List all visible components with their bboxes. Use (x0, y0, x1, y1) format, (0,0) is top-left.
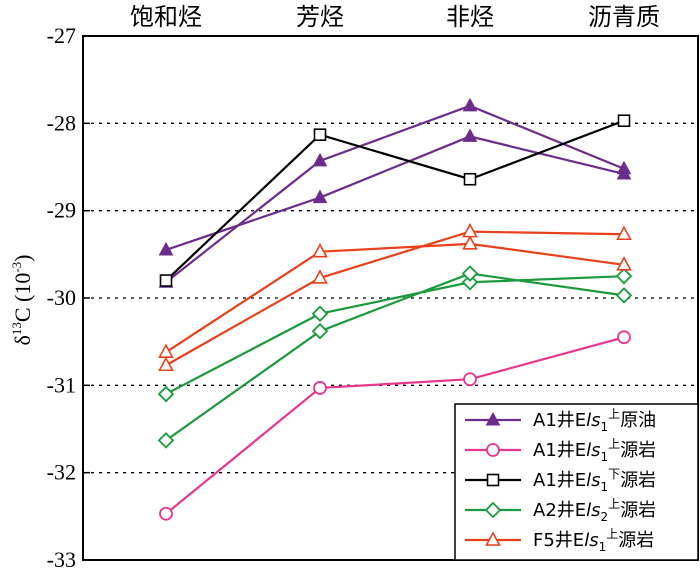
series-line (165, 135, 625, 252)
data-point (462, 235, 478, 250)
data-point (158, 343, 174, 358)
series-line (165, 242, 625, 354)
y-tick-label: -33 (47, 547, 76, 572)
data-point (157, 432, 175, 449)
category-label: 沥青质 (588, 3, 660, 31)
data-point (462, 222, 478, 238)
y-tick-label: -29 (47, 198, 76, 223)
data-point (312, 269, 328, 284)
series-group (159, 114, 631, 287)
data-point (312, 152, 328, 167)
series-group (158, 222, 632, 372)
legend-label: A1井Els1上原油 (533, 407, 656, 434)
data-point (461, 265, 479, 282)
data-point (616, 256, 632, 271)
data-point (157, 385, 175, 403)
data-point (313, 128, 327, 141)
data-point (311, 305, 329, 322)
data-point (617, 114, 631, 128)
legend-label: A1井Els1上源岩 (533, 437, 656, 464)
data-point (463, 372, 477, 387)
series-line (165, 336, 625, 515)
series-layer (157, 97, 633, 521)
y-tick-label: -30 (47, 285, 76, 310)
data-point (462, 97, 478, 112)
category-label: 饱和烃 (130, 3, 202, 31)
legend-label: A2井Els2上源岩 (533, 497, 656, 524)
y-tick-label: -31 (47, 372, 76, 397)
data-point (616, 160, 632, 175)
series-group (159, 330, 631, 521)
y-axis-label: δ13C (10-3) (9, 254, 35, 345)
data-point (158, 356, 174, 372)
data-point (485, 531, 501, 546)
y-axis-ticks: -27 -28 -29 -30 -31 -32 -33 (47, 23, 90, 572)
legend: A1井Els1上原油 A1井Els1上源岩 A1井Els1下源岩 A2井Els2上源岩… (454, 403, 699, 561)
y-tick-label: -32 (47, 460, 76, 485)
category-labels: 饱和烃 芳烃 非烃 沥青质 (130, 3, 660, 31)
series-line (165, 104, 625, 284)
data-point (484, 501, 502, 519)
data-point (312, 243, 328, 258)
series-line (165, 119, 625, 282)
legend-label: A1井Els1下源岩 (533, 467, 656, 494)
data-point (312, 189, 328, 204)
category-label: 芳烃 (296, 3, 344, 31)
data-point (485, 411, 501, 426)
data-point (615, 287, 633, 304)
data-point (313, 381, 327, 395)
series-line (165, 272, 625, 442)
data-point (486, 443, 500, 457)
data-point (463, 172, 477, 186)
data-point (486, 473, 500, 487)
data-point (615, 267, 633, 285)
data-point (159, 506, 173, 521)
data-point (462, 128, 478, 142)
data-point (158, 241, 174, 256)
data-point (617, 330, 631, 345)
data-point (311, 322, 329, 340)
data-point (616, 225, 632, 241)
y-tick-label: -27 (47, 23, 76, 48)
data-point (159, 274, 173, 287)
series-line (165, 230, 625, 367)
category-label: 非烃 (446, 3, 494, 31)
legend-label: F5井Els1上源岩 (533, 527, 654, 554)
data-point (461, 274, 479, 291)
y-tick-label: -28 (47, 110, 76, 135)
series-group (157, 265, 633, 449)
series-line (165, 275, 625, 396)
series-group (158, 97, 632, 288)
